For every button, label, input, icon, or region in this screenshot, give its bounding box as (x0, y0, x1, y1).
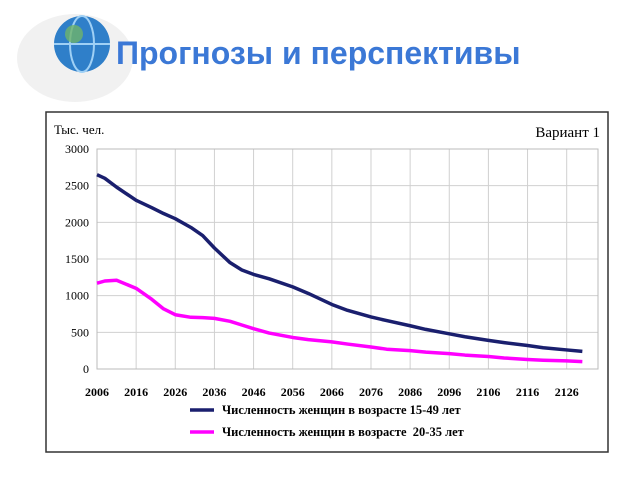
x-tick-label: 2126 (555, 385, 579, 399)
data-line (96, 173, 583, 354)
x-tick-label: 2066 (320, 385, 344, 399)
x-tick-label: 2046 (242, 385, 266, 399)
y-tick-label: 1500 (65, 252, 89, 266)
legend-label: Численность женщин в возрасте 15-49 лет (222, 403, 461, 417)
x-tick-label: 2056 (281, 385, 305, 399)
x-tick-label: 2096 (437, 385, 461, 399)
x-tick-label: 2026 (163, 385, 187, 399)
y-tick-label: 3000 (65, 142, 89, 156)
x-tick-label: 2116 (516, 385, 539, 399)
x-tick-label: 2086 (398, 385, 422, 399)
data-line (96, 278, 583, 364)
chart-frame (45, 111, 609, 453)
slide-title: Прогнозы и перспективы (116, 35, 521, 71)
x-tick-label: 2106 (476, 385, 500, 399)
y-tick-label: 2000 (65, 215, 89, 229)
plot-border (96, 148, 599, 370)
legend-label: Численность женщин в возрасте 20-35 лет (222, 425, 464, 439)
x-tick-label: 2036 (202, 385, 226, 399)
y-axis-label: Тыс. чел. (54, 122, 104, 137)
y-tick-label: 500 (71, 325, 89, 339)
x-tick-label: 2076 (359, 385, 383, 399)
y-tick-label: 2500 (65, 179, 89, 193)
y-tick-label: 0 (83, 362, 89, 376)
y-tick-label: 1000 (65, 289, 89, 303)
globe-icon (17, 14, 133, 102)
annotation: Вариант 1 (535, 125, 600, 141)
x-tick-label: 2006 (85, 385, 109, 399)
x-tick-label: 2016 (124, 385, 148, 399)
